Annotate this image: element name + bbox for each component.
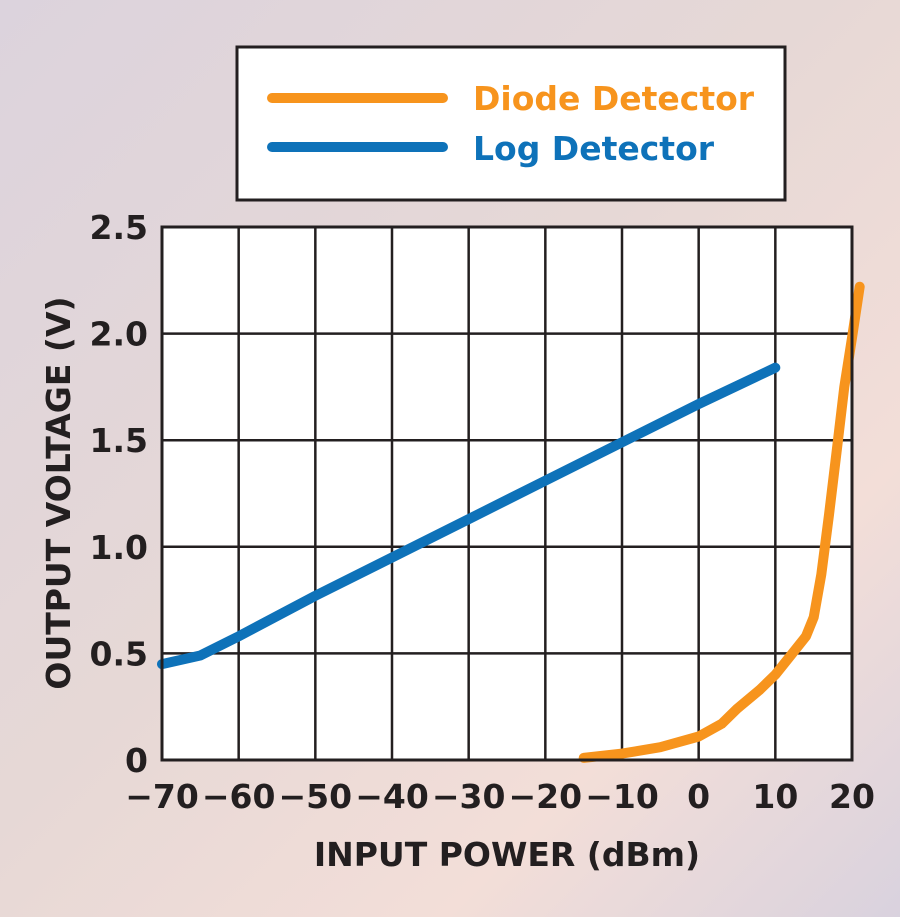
series-line-log-detector <box>157 362 781 670</box>
series-layer <box>157 281 865 763</box>
y-axis-title: OUTPUT VOLTAGE (V) <box>39 296 78 689</box>
y-tick-label: 1.0 <box>90 528 148 567</box>
x-tick-label: 20 <box>829 777 875 816</box>
y-tick-label: 0 <box>125 741 148 780</box>
x-tick-label: −20 <box>509 777 583 816</box>
y-tick-label: 2.5 <box>90 208 148 247</box>
plot-frame <box>160 225 854 762</box>
y-tick-label: 2.0 <box>90 315 148 354</box>
x-tick-label: −60 <box>202 777 276 816</box>
x-tick-label: −30 <box>432 777 506 816</box>
plot-area <box>162 227 852 760</box>
legend-label-log: Log Detector <box>473 129 715 168</box>
y-tick-label: 1.5 <box>90 421 148 460</box>
x-tick-label: −10 <box>585 777 659 816</box>
x-tick-labels: −70 −60 −50 −40 −30 −20 −10 0 10 20 <box>125 777 875 816</box>
x-tick-label: 0 <box>687 777 710 816</box>
x-tick-label: −70 <box>125 777 199 816</box>
y-tick-label: 0.5 <box>90 634 148 673</box>
x-tick-label: −40 <box>355 777 429 816</box>
x-tick-label: −50 <box>279 777 353 816</box>
legend-label-diode: Diode Detector <box>473 79 755 118</box>
legend-box <box>235 45 787 202</box>
x-tick-label: 10 <box>752 777 798 816</box>
series-line-diode-detector <box>578 281 865 763</box>
x-axis-title: INPUT POWER (dBm) <box>314 835 700 874</box>
y-tick-labels: 0 0.5 1.0 1.5 2.0 2.5 <box>90 208 148 780</box>
